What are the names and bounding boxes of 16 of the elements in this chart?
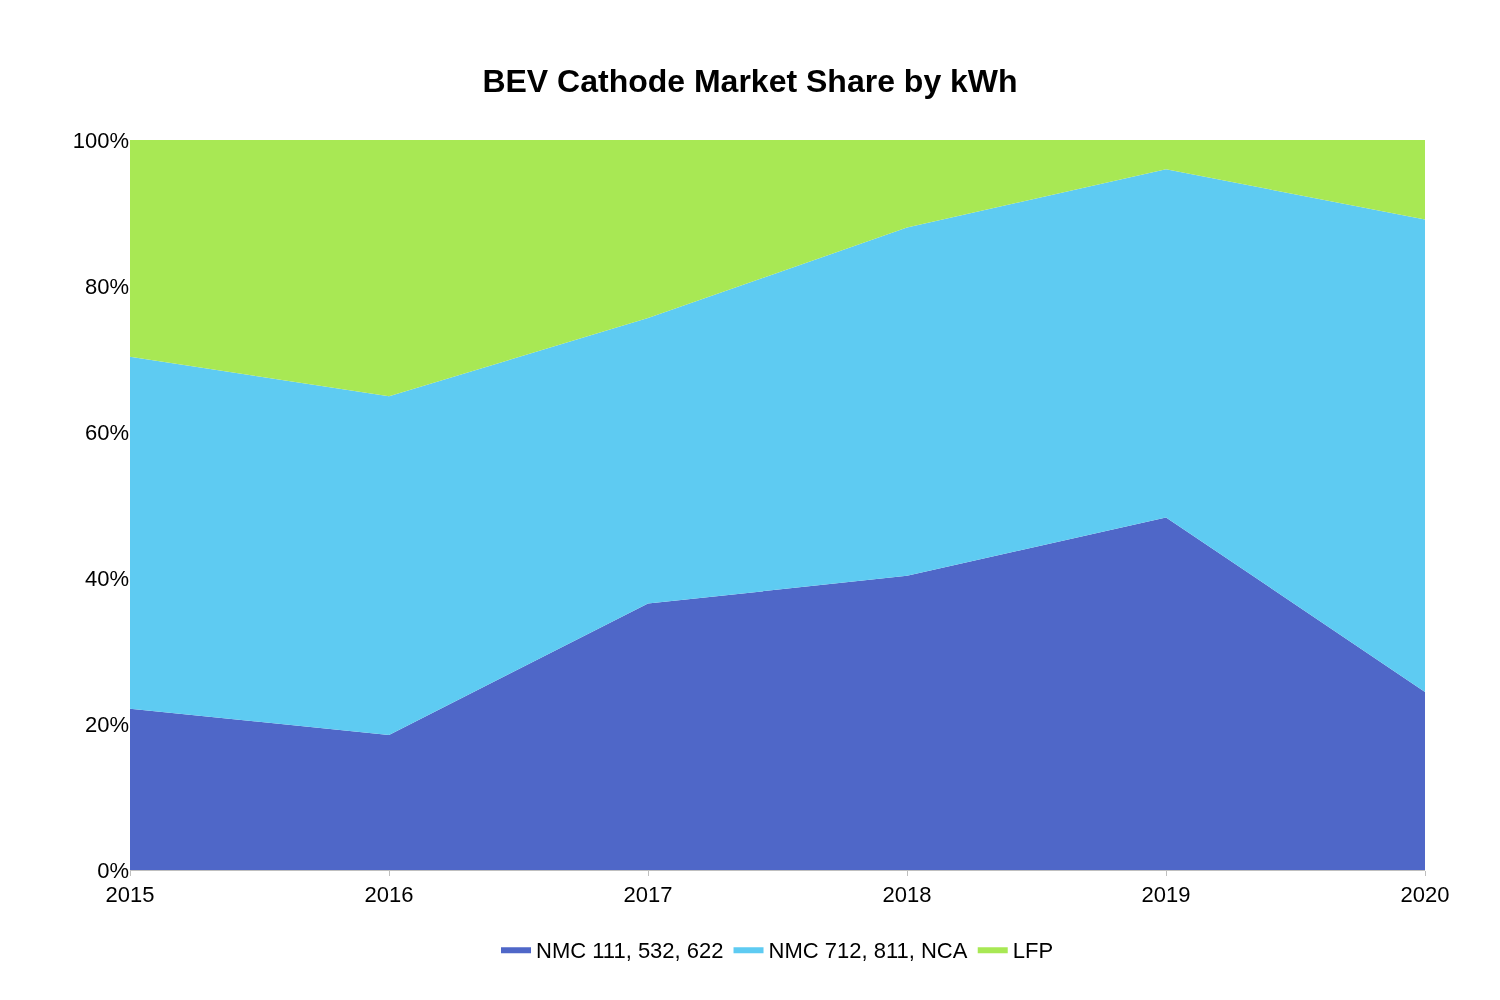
legend-label: NMC 111, 532, 622 bbox=[536, 937, 724, 963]
x-tick-label: 2016 bbox=[364, 882, 414, 908]
y-tick-label: 40% bbox=[84, 565, 129, 591]
y-tick-label: 60% bbox=[84, 419, 129, 445]
y-tick-label: 80% bbox=[84, 273, 129, 299]
y-tick-label: 100% bbox=[72, 127, 129, 153]
legend-label: LFP bbox=[1012, 937, 1054, 963]
x-tick-label: 2015 bbox=[105, 882, 155, 908]
x-tick-label: 2017 bbox=[623, 882, 673, 908]
x-tick-label: 2019 bbox=[1141, 882, 1191, 908]
y-tick-label: 0% bbox=[97, 857, 129, 883]
x-tick-label: 2018 bbox=[882, 882, 932, 908]
legend-label: NMC 712, 811, NCA bbox=[768, 937, 968, 963]
x-tick-label: 2020 bbox=[1400, 882, 1450, 908]
chart-title: BEV Cathode Market Share by kWh bbox=[482, 63, 1018, 100]
y-tick-label: 20% bbox=[84, 711, 129, 737]
